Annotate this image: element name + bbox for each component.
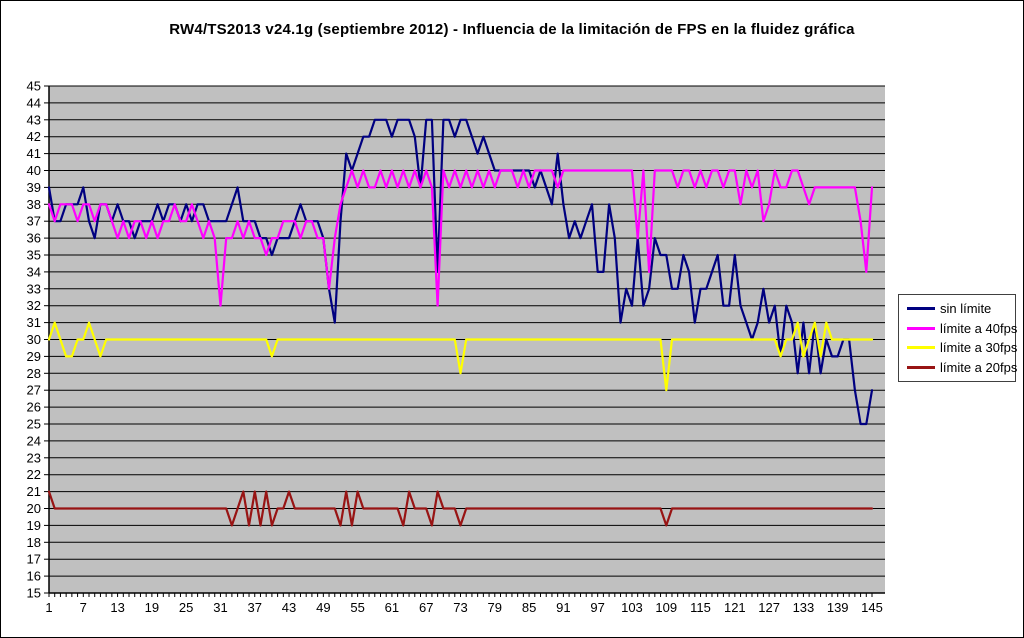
y-axis-label: 16 — [27, 569, 41, 584]
legend-label: límite a 20fps — [940, 359, 1018, 375]
x-axis-label: 85 — [522, 600, 536, 615]
x-axis-label: 109 — [655, 600, 677, 615]
chart-title: RW4/TS2013 v24.1g (septiembre 2012) - In… — [169, 21, 855, 38]
x-axis-label: 19 — [145, 600, 159, 615]
legend-label: límite a 30fps — [940, 340, 1018, 356]
x-axis-label: 43 — [282, 600, 296, 615]
x-axis-label: 67 — [419, 600, 433, 615]
x-axis-label: 55 — [350, 600, 364, 615]
y-axis-label: 31 — [27, 315, 41, 330]
x-axis-label: 13 — [110, 600, 124, 615]
y-axis-label: 29 — [27, 349, 41, 364]
x-axis-label: 145 — [861, 600, 883, 615]
y-axis-label: 36 — [27, 231, 41, 246]
x-axis-label: 37 — [248, 600, 262, 615]
legend-swatch — [907, 346, 935, 350]
x-axis-label: 79 — [488, 600, 502, 615]
y-axis-label: 37 — [27, 214, 41, 229]
x-axis-label: 1 — [45, 600, 52, 615]
legend-item-sin-límite: sin límite — [907, 300, 1015, 318]
y-axis-label: 45 — [27, 79, 41, 94]
series-line-límite-a-20fps — [47, 490, 874, 527]
y-axis-label: 26 — [27, 400, 41, 415]
x-axis-label: 7 — [80, 600, 87, 615]
legend-swatch — [907, 307, 935, 311]
y-axis-label: 22 — [27, 467, 41, 482]
y-axis-label: 38 — [27, 197, 41, 212]
x-axis-label: 73 — [453, 600, 467, 615]
x-axis-label: 133 — [793, 600, 815, 615]
y-axis-label: 23 — [27, 450, 41, 465]
y-axis-label: 35 — [27, 248, 41, 263]
legend-item-límite-a-40fps: límite a 40fps — [907, 319, 1018, 337]
y-axis-label: 25 — [27, 417, 41, 432]
y-axis-label: 27 — [27, 383, 41, 398]
x-axis-label: 139 — [827, 600, 849, 615]
x-axis-label: 121 — [724, 600, 746, 615]
y-axis-label: 33 — [27, 281, 41, 296]
legend-swatch — [907, 326, 935, 330]
y-axis-label: 15 — [27, 586, 41, 601]
y-axis-label: 17 — [27, 552, 41, 567]
legend-label: sin límite — [940, 301, 992, 317]
y-axis-label: 39 — [27, 180, 41, 195]
y-axis-label: 44 — [27, 95, 41, 110]
legend: sin límite límite a 40fps límite a 30fps lí… — [898, 294, 1018, 382]
legend-swatch — [907, 365, 935, 369]
x-axis-label: 49 — [316, 600, 330, 615]
series-line-límite-a-30fps — [47, 321, 874, 392]
y-axis-label: 24 — [27, 433, 41, 448]
y-axis-label: 40 — [27, 163, 41, 178]
x-axis-label: 61 — [385, 600, 399, 615]
y-axis-label: 18 — [27, 535, 41, 550]
y-axis-label: 32 — [27, 298, 41, 313]
y-axis-label: 21 — [27, 484, 41, 499]
y-axis-label: 28 — [27, 366, 41, 381]
legend-item-límite-a-30fps: límite a 30fps — [907, 339, 1018, 357]
x-axis-label: 103 — [621, 600, 643, 615]
y-axis-label: 34 — [27, 264, 41, 279]
y-axis-label: 20 — [27, 501, 41, 516]
x-axis-label: 91 — [556, 600, 570, 615]
y-axis-label: 42 — [27, 129, 41, 144]
legend-item-límite-a-20fps: límite a 20fps — [907, 358, 1018, 376]
y-axis-label: 41 — [27, 146, 41, 161]
legend-label: límite a 40fps — [940, 320, 1018, 336]
x-axis-label: 31 — [213, 600, 227, 615]
x-axis-label: 97 — [590, 600, 604, 615]
y-axis-label: 30 — [27, 332, 41, 347]
x-axis-label: 25 — [179, 600, 193, 615]
y-axis-label: 43 — [27, 112, 41, 127]
series-line-límite-a-40fps — [47, 169, 874, 307]
x-axis-label: 127 — [758, 600, 780, 615]
y-axis-label: 19 — [27, 518, 41, 533]
series-line-sin-límite — [47, 118, 874, 426]
x-axis-label: 115 — [690, 600, 711, 615]
